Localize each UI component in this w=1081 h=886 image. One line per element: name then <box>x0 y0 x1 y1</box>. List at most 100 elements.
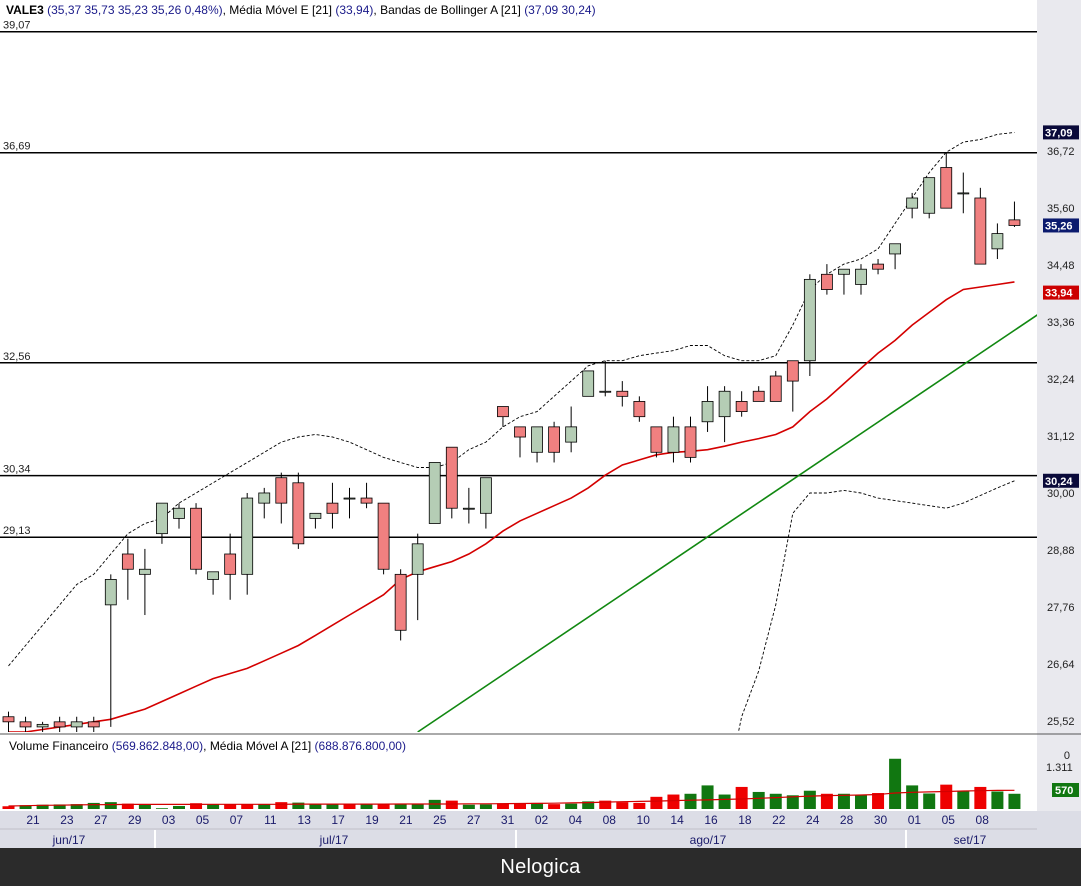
price-axis-background <box>1037 0 1081 848</box>
volume-bar <box>684 793 697 809</box>
bb-legend-label: Bandas de Bollinger A [21] <box>380 3 521 17</box>
candle-down <box>940 167 953 209</box>
date-tick-label: 24 <box>806 813 820 827</box>
price-tick-label: 27,76 <box>1047 602 1075 614</box>
candle-down <box>548 426 560 453</box>
candle-down <box>360 497 373 504</box>
candle-up <box>582 370 595 397</box>
candle-up <box>599 390 612 393</box>
price-badge-label: 37,09 <box>1045 127 1073 139</box>
price-tick-label: 25,52 <box>1047 716 1075 728</box>
candle-up <box>565 426 578 443</box>
date-tick-label: 28 <box>840 813 854 827</box>
volume-bar <box>53 804 66 809</box>
candle-down <box>684 426 697 458</box>
candle-up <box>479 477 492 514</box>
candle-up <box>428 462 441 524</box>
price-tick-label: 34,48 <box>1047 260 1075 272</box>
candle-up <box>855 268 867 285</box>
price-tick-label: 35,60 <box>1047 203 1075 215</box>
volume-bar <box>837 793 850 809</box>
horizontal-lines-layer: 39,07 36,69 32,56 30,34 29,13 <box>0 20 1037 538</box>
date-tick-label: 02 <box>535 813 549 827</box>
date-tick-label: 22 <box>772 813 786 827</box>
footer-bar: Nelogica <box>0 848 1081 886</box>
volume-bar <box>855 795 867 809</box>
ema-legend-value: (33,94) <box>335 3 374 17</box>
volume-bar <box>87 802 100 809</box>
candle-down <box>275 477 288 504</box>
price-tick-label: 26,64 <box>1047 659 1075 671</box>
volume-bar <box>70 804 83 809</box>
candle-up <box>411 543 424 575</box>
bollinger-upper-band <box>8 131 1015 667</box>
candle-up <box>36 723 49 728</box>
candle-down <box>53 721 66 728</box>
volume-bar <box>548 804 561 809</box>
candle-up <box>462 507 475 510</box>
volume-bar <box>650 796 663 809</box>
candle-down <box>514 426 526 438</box>
price-badge <box>1043 218 1079 233</box>
candle-up <box>957 192 970 195</box>
volume-bar <box>514 803 526 809</box>
volume-legend: Volume Financeiro (569.862.848,00), Médi… <box>9 739 406 753</box>
volume-bar <box>292 802 305 809</box>
candle-up <box>156 502 168 535</box>
price-badge <box>1043 285 1079 300</box>
candle-down <box>2 716 15 723</box>
price-badge <box>1043 473 1079 488</box>
trendline-layer <box>417 314 1037 732</box>
candle-up <box>258 492 271 504</box>
volume-bar <box>173 805 185 809</box>
volume-legend-label: Volume Financeiro <box>9 739 109 753</box>
price-tick-label: 33,36 <box>1047 317 1075 329</box>
date-tick-label: 01 <box>908 813 922 827</box>
candle-down <box>224 553 237 575</box>
ohlc-values: (35,37 35,73 35,23 35,26 0,48%) <box>47 3 223 17</box>
ema-legend-label: Média Móvel E [21] <box>229 3 333 17</box>
date-tick-label: 13 <box>298 813 312 827</box>
candle-down <box>377 502 390 570</box>
month-label: jun/17 <box>52 833 86 847</box>
horizontal-line-label: 36,69 <box>3 141 31 153</box>
candle-up <box>343 497 356 500</box>
date-tick-label: 05 <box>196 813 210 827</box>
candle-up <box>906 197 919 209</box>
ema-layer <box>8 281 1015 732</box>
volume-bar <box>701 785 714 809</box>
volume-bar <box>786 795 799 809</box>
candle-up <box>173 507 185 519</box>
date-tick-label: 10 <box>637 813 651 827</box>
price-volume-chart[interactable]: 39,07 36,69 32,56 30,34 29,13 36,72 35,60 34,4… <box>0 0 1081 848</box>
volume-bar <box>957 790 970 809</box>
candle-down <box>650 426 663 453</box>
volume-bar <box>752 791 765 809</box>
date-tick-label: 27 <box>94 813 108 827</box>
volume-bar <box>241 804 254 809</box>
date-tick-label: 03 <box>162 813 176 827</box>
date-tick-label: 29 <box>128 813 142 827</box>
volume-ma-line <box>8 789 1015 807</box>
volume-layer: 01.311 570 <box>2 750 1079 809</box>
candle-up <box>309 512 322 519</box>
volume-bar <box>121 803 134 809</box>
ticker-symbol: VALE3 <box>6 3 44 17</box>
price-tick-label: 31,12 <box>1047 431 1075 443</box>
volume-bar <box>803 790 816 809</box>
volume-legend-value: (569.862.848,00) <box>111 739 204 753</box>
volume-bar <box>735 786 748 809</box>
candle-up <box>138 568 151 575</box>
price-badge <box>1043 125 1079 140</box>
volume-bar <box>599 800 612 809</box>
volume-bar <box>1008 793 1021 809</box>
volume-bar <box>190 803 203 809</box>
candle-up <box>241 497 254 575</box>
bb-legend-value: (37,09 30,24) <box>524 3 596 17</box>
date-tick-label: 07 <box>230 813 244 827</box>
horizontal-line-label: 32,56 <box>3 351 31 363</box>
brand-name: Nelogica <box>500 855 581 878</box>
date-tick-label: 19 <box>365 813 379 827</box>
date-tick-label: 04 <box>569 813 583 827</box>
volume-bar <box>582 801 595 809</box>
